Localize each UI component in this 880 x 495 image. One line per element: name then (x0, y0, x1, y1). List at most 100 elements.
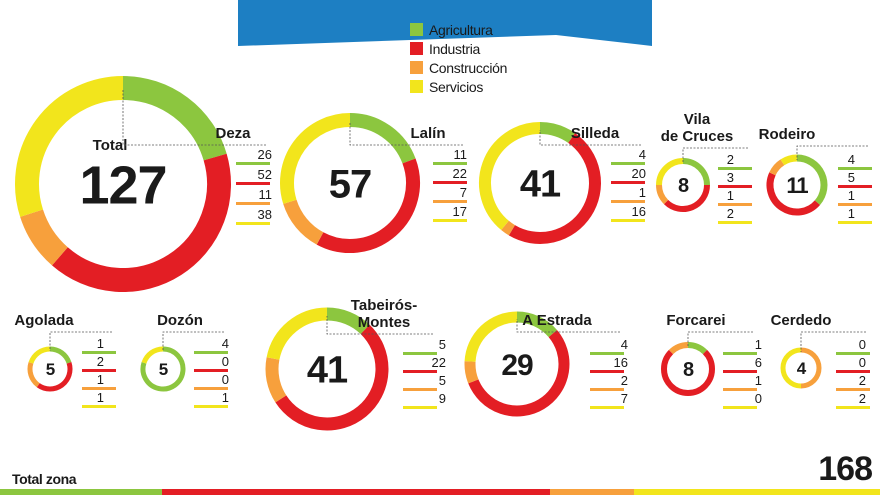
count-label: 0 (859, 337, 866, 352)
count-label: 22 (432, 355, 446, 370)
count-label: 16 (614, 355, 628, 370)
donut-segment (122, 76, 227, 161)
count-bar (718, 185, 752, 188)
donut-silleda: 41 Silleda 4 20 1 16 (479, 122, 646, 244)
count-label: 0 (755, 391, 762, 406)
donut-segment (52, 153, 231, 292)
center-total: 8 (678, 175, 689, 197)
donut-a-estrada: 29 A Estrada 4 16 2 7 (464, 311, 628, 417)
municipality-label: Tabeirós- (351, 297, 417, 314)
center-total: 5 (159, 360, 168, 379)
count-bar (836, 370, 870, 373)
count-label: 3 (727, 170, 734, 185)
center-total: 41 (307, 350, 348, 392)
donut-segment (682, 158, 710, 186)
count-bar (723, 352, 757, 355)
donut-segment (141, 346, 164, 364)
donut-tabeir-s-montes: 41 Tabeirós-Montes 5 22 5 9 (265, 297, 446, 431)
count-bar (590, 388, 624, 391)
donut-segment (15, 76, 124, 217)
count-bar (194, 405, 228, 408)
count-label: 9 (439, 391, 446, 406)
donut-segment (283, 199, 324, 245)
legend-swatch (410, 80, 423, 93)
count-label: 16 (632, 204, 646, 219)
donut-segment (275, 324, 389, 431)
total-zona-bar-segment (0, 489, 163, 495)
count-label: 1 (639, 185, 646, 200)
donut-segment (501, 220, 516, 236)
count-label: 5 (439, 373, 446, 388)
donut-chart-area: 127TotalDeza2652113857Lalín112271741Sill… (14, 76, 872, 431)
donut-segment (539, 122, 576, 144)
leader-line (516, 319, 620, 333)
count-label: 11 (259, 187, 273, 202)
count-bar (590, 406, 624, 409)
legend-label: Servicios (429, 78, 484, 95)
count-label: 52 (258, 167, 272, 182)
count-bar (82, 369, 116, 372)
count-bar (403, 406, 437, 409)
count-bar (82, 351, 116, 354)
municipality-label: Montes (358, 314, 411, 331)
legend-item: Agricultura (410, 20, 507, 39)
count-label: 2 (97, 354, 104, 369)
count-bar (194, 387, 228, 390)
count-label: 1 (727, 188, 734, 203)
legend: Agricultura Industria Construcción Servicio… (410, 20, 507, 96)
count-bar (838, 221, 872, 224)
leader-line (49, 331, 112, 351)
donut-segment (780, 154, 798, 166)
donut-cerdedo: 4 Cerdedo 0 0 2 2 (771, 312, 870, 409)
count-label: 4 (621, 337, 628, 352)
count-label: 2 (621, 373, 628, 388)
donut-segment (508, 133, 601, 244)
count-label: 1 (97, 336, 104, 351)
count-bar (838, 185, 872, 188)
donut-segment (20, 209, 69, 266)
count-label: 2 (727, 152, 734, 167)
legend-label: Construcción (429, 59, 508, 76)
center-total: 127 (79, 155, 166, 215)
leader-line (326, 316, 433, 335)
count-label: 4 (848, 152, 855, 167)
donut-agolada: 5 Agolada 1 2 1 1 (14, 312, 116, 408)
donut-segment (656, 158, 684, 186)
count-label: 22 (453, 166, 467, 181)
count-bar (718, 167, 752, 170)
donut-doz-n: 5 Dozón 4 0 0 1 (140, 312, 229, 408)
donut-segment (266, 307, 328, 361)
center-total: 57 (329, 162, 372, 206)
legend-item: Construcción (410, 58, 507, 77)
donut-segment (780, 347, 802, 389)
count-label: 4 (639, 147, 646, 162)
legend-swatch (410, 61, 423, 74)
count-label: 6 (755, 355, 762, 370)
count-label: 17 (453, 204, 467, 219)
count-bar (433, 219, 467, 222)
donut-segment (687, 342, 708, 355)
municipality-label: Vila (684, 111, 711, 128)
donut-segment (28, 346, 51, 364)
donut-segment (796, 154, 828, 205)
leader-line (796, 145, 868, 160)
donut-segment (668, 342, 689, 355)
count-label: 0 (859, 355, 866, 370)
donut-segment (766, 172, 821, 216)
legend-swatch (410, 23, 423, 36)
total-zona-bar-segment (633, 489, 880, 495)
donut-segment (769, 159, 785, 176)
center-total: 11 (786, 173, 808, 198)
leader-line (687, 331, 753, 347)
count-bar (611, 162, 645, 165)
leader-line (682, 147, 748, 163)
count-bar (433, 162, 467, 165)
donut-segment (140, 346, 186, 392)
count-bar (590, 370, 624, 373)
total-word: Total (93, 137, 128, 154)
count-label: 5 (848, 170, 855, 185)
count-label: 20 (632, 166, 646, 181)
center-total: 41 (520, 164, 561, 206)
